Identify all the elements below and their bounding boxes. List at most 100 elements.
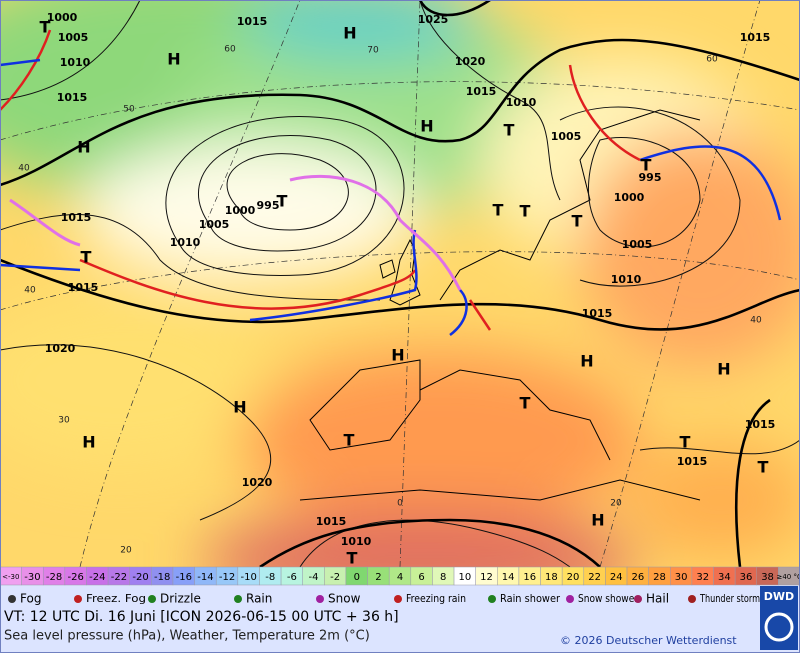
scale-label: 6 <box>418 572 424 583</box>
legend-icon <box>688 595 696 603</box>
warm-front <box>468 64 641 331</box>
description: Sea level pressure (hPa), Weather, Tempe… <box>4 629 370 644</box>
isobar-label: 1015 <box>745 418 776 431</box>
occlusion <box>9 174 462 291</box>
scale-label: 26 <box>631 572 644 583</box>
pressure-center: T <box>572 212 583 231</box>
legend-icon <box>566 595 574 603</box>
legend-label: Thunder storm <box>699 592 760 605</box>
pressure-center: T <box>277 192 288 211</box>
warm-front <box>0 29 52 111</box>
graticule-label: 40 <box>750 316 762 326</box>
pressure-center: T <box>40 18 51 37</box>
graticule-label: 50 <box>123 105 135 115</box>
isobar-label: 1010 <box>170 236 201 249</box>
scale-label: -4 <box>309 572 319 583</box>
isobar-label: 1005 <box>622 238 653 251</box>
scale-label: -10 <box>240 572 256 583</box>
pressure-center: T <box>504 121 515 140</box>
legend-icon <box>148 595 156 603</box>
cold-front <box>0 58 782 336</box>
isobar-label: 1010 <box>60 56 91 69</box>
copyright: © 2026 Deutscher Wetterdienst <box>560 634 737 647</box>
scale-label: 20 <box>567 572 580 583</box>
graticule-label: 70 <box>367 46 379 56</box>
pressure-center: T <box>641 156 652 175</box>
isobar-label: 1020 <box>242 476 273 489</box>
scale-label: 4 <box>397 572 403 583</box>
isobar-label: 1000 <box>47 11 78 24</box>
legend-icon <box>394 595 402 603</box>
scale-label: 8 <box>440 572 446 583</box>
pressure-center: H <box>167 50 180 69</box>
scale-label: -20 <box>132 572 148 583</box>
scale-label: -16 <box>176 572 192 583</box>
legend-icon <box>634 595 642 603</box>
dwd-logo-text: DWD <box>764 590 794 603</box>
pressure-center: T <box>520 394 531 413</box>
scale-label: 2 <box>375 572 381 583</box>
legend-label: Rain <box>246 592 272 606</box>
pressure-center: T <box>347 549 358 568</box>
graticule-label: 40 <box>24 286 36 296</box>
isobar-label: 1025 <box>418 13 449 26</box>
scale-label: -24 <box>89 572 105 583</box>
graticule-label: 60 <box>224 45 236 55</box>
scale-label: 16 <box>523 572 536 583</box>
scale-label: -22 <box>111 572 127 583</box>
isobar-label: 1015 <box>466 85 497 98</box>
legend-label: Hail <box>646 592 669 606</box>
scale-label: -18 <box>154 572 170 583</box>
scale-label: 32 <box>696 572 709 583</box>
scale-label: -2 <box>330 572 340 583</box>
scale-label: 24 <box>610 572 623 583</box>
isobar-label: 995 <box>257 199 280 212</box>
scale-label: 12 <box>480 572 493 583</box>
scale-label: 0 <box>354 572 360 583</box>
scale-label: 22 <box>588 572 601 583</box>
pressure-center: H <box>591 511 604 530</box>
scale-label: -14 <box>197 572 213 583</box>
legend-label: Drizzle <box>160 592 201 606</box>
scale-label: 30 <box>675 572 688 583</box>
scale-label: <-30 <box>2 573 19 581</box>
graticule-label: 30 <box>58 416 70 426</box>
scale-label: 36 <box>740 572 753 583</box>
isobar-label: 1005 <box>551 130 582 143</box>
isobar-label: 1005 <box>58 31 89 44</box>
pressure-center: H <box>343 24 356 43</box>
dwd-logo-icon <box>764 612 794 642</box>
legend-icon <box>74 595 82 603</box>
scale-label: 38 <box>761 572 774 583</box>
pressure-center: T <box>81 248 92 267</box>
isobar-label: 1010 <box>506 96 537 109</box>
scale-label: 10 <box>458 572 471 583</box>
isobar-label: 1015 <box>61 211 92 224</box>
legend-icon <box>316 595 324 603</box>
legend-label: Freezing rain <box>406 592 466 605</box>
isobar-label: 1015 <box>68 281 99 294</box>
pressure-center: H <box>420 117 433 136</box>
graticule-label: 40 <box>18 164 30 174</box>
legend-icon <box>8 595 16 603</box>
isobar-label: 1005 <box>199 218 230 231</box>
graticule-label: 60 <box>706 55 718 65</box>
scale-label: -12 <box>219 572 235 583</box>
legend-label: Snow shower <box>578 592 638 605</box>
pressure-center: T <box>520 202 531 221</box>
scale-label: 14 <box>502 572 515 583</box>
scale-label: -30 <box>24 572 40 583</box>
pressure-center: H <box>580 352 593 371</box>
pressure-center: T <box>758 458 769 477</box>
isobar-label: 1015 <box>677 455 708 468</box>
legend-label: Freez. Fog <box>86 592 146 605</box>
pressure-center: T <box>344 431 355 450</box>
isobar-label: 1020 <box>455 55 486 68</box>
pressure-center: H <box>233 398 246 417</box>
pressure-center: T <box>680 433 691 452</box>
isobar-label: 1010 <box>611 273 642 286</box>
weather-legend: Fog Freez. Fog Drizzle Rain Snow Freezing rai… <box>8 592 760 606</box>
isobar-label: 1015 <box>740 31 771 44</box>
pressure-center: H <box>391 346 404 365</box>
